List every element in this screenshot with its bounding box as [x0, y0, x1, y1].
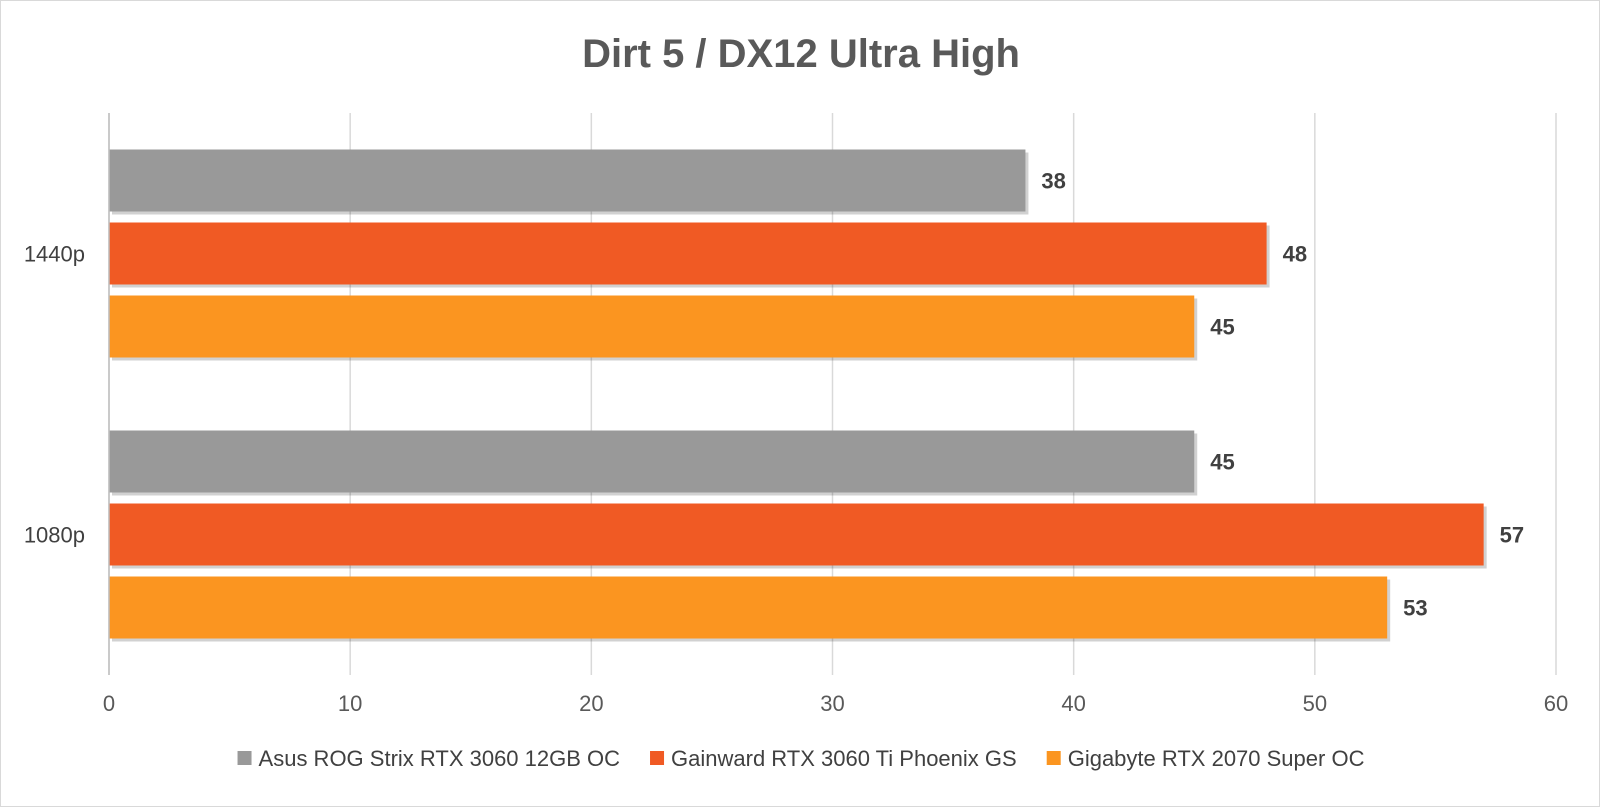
category-label: 1440p	[24, 242, 85, 267]
legend-label: Gigabyte RTX 2070 Super OC	[1068, 746, 1365, 771]
x-tick-label: 50	[1303, 691, 1327, 716]
chart-title: Dirt 5 / DX12 Ultra High	[582, 32, 1020, 76]
data-label: 45	[1210, 315, 1234, 340]
data-labels: 38 48 45 45 57 53	[1041, 169, 1524, 621]
bar	[109, 222, 1267, 285]
data-label: 48	[1283, 242, 1307, 267]
x-tick-label: 60	[1544, 691, 1568, 716]
data-label: 53	[1403, 596, 1427, 621]
bars	[109, 149, 1487, 642]
legend-swatch	[650, 751, 665, 765]
data-label: 45	[1210, 450, 1234, 475]
bar	[109, 295, 1195, 358]
x-tick-label: 30	[820, 691, 844, 716]
x-tick-label: 10	[338, 691, 362, 716]
bar	[109, 503, 1484, 566]
legend-swatch	[1046, 751, 1061, 765]
bar	[109, 149, 1026, 212]
axes: 0 10 20 30 40 50 60 1440p 1080p	[24, 113, 1568, 716]
bar	[109, 430, 1195, 493]
data-label: 57	[1500, 523, 1524, 548]
category-label: 1080p	[24, 523, 85, 548]
legend-swatch	[237, 751, 252, 765]
bar	[109, 576, 1388, 639]
x-tick-label: 20	[579, 691, 603, 716]
x-tick-label: 0	[103, 691, 115, 716]
legend: Asus ROG Strix RTX 3060 12GB OC Gainward …	[237, 746, 1365, 771]
legend-label: Gainward RTX 3060 Ti Phoenix GS	[671, 746, 1017, 771]
data-label: 38	[1041, 169, 1065, 194]
legend-label: Asus ROG Strix RTX 3060 12GB OC	[259, 746, 621, 771]
x-tick-label: 40	[1061, 691, 1085, 716]
